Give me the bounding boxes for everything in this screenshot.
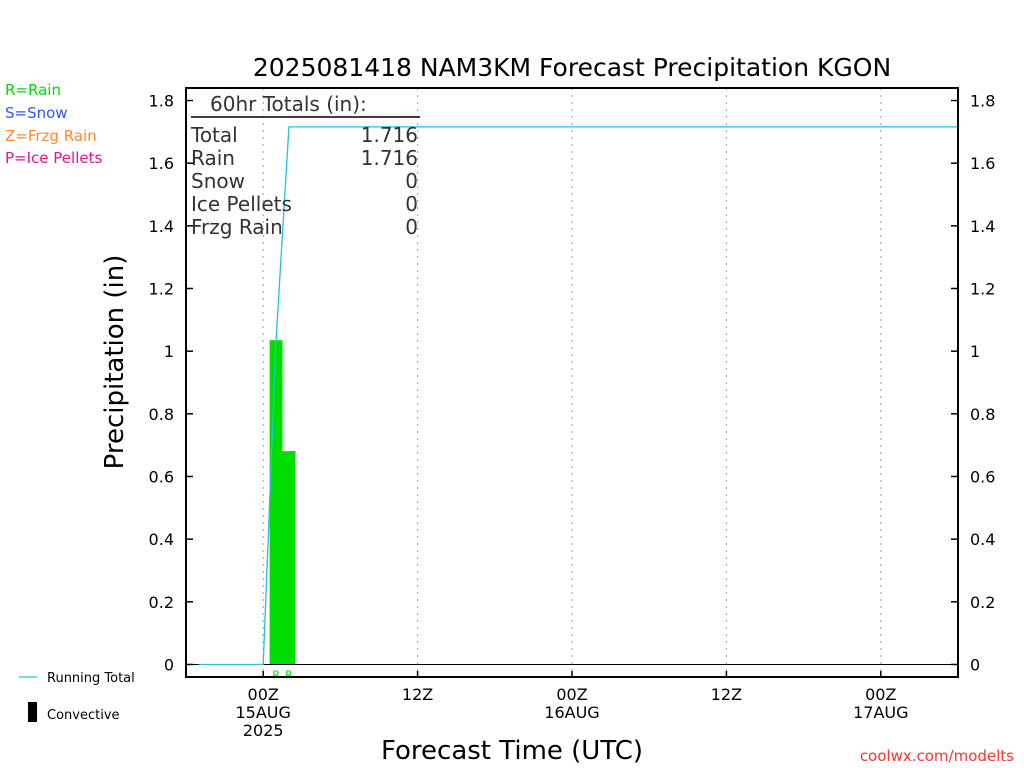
x-tick-label-2-0: 00Z [556, 685, 587, 704]
y-tick-label-left-8: 1.6 [149, 154, 174, 173]
precip-bar-1 [282, 451, 296, 665]
y-tick-label-right-7: 1.4 [970, 217, 995, 236]
y-tick-label-right-2: 0.4 [970, 530, 995, 549]
totals-label-total: Total [190, 123, 238, 147]
x-tick-label-4-0: 00Z [865, 685, 896, 704]
y-tick-label-left-4: 0.8 [149, 405, 174, 424]
x-tick-label-2-1: 16AUG [544, 703, 599, 722]
x-tick-label-3-0: 12Z [711, 685, 742, 704]
credit-text: coolwx.com/modelts [860, 747, 1014, 765]
y-tick-label-right-9: 1.8 [970, 92, 995, 111]
running-total-line [198, 126, 958, 666]
type-legend: R=Rain S=Snow Z=Frzg Rain P=Ice Pellets [5, 81, 102, 167]
y-tick-label-left-6: 1.2 [149, 280, 174, 299]
y-tick-label-right-6: 1.2 [970, 280, 995, 299]
y-axis-label: Precipitation (in) [100, 255, 130, 470]
convective-swatch [28, 702, 37, 722]
y-tick-label-left-3: 0.6 [149, 467, 174, 486]
y-tick-label-right-0: 0 [970, 655, 980, 674]
type-legend-frzg-rain: Z=Frzg Rain [5, 127, 97, 145]
x-tick-label-1-0: 12Z [402, 685, 433, 704]
x-tick-label-0-1: 15AUG [235, 703, 290, 722]
y-tick-label-left-2: 0.4 [149, 530, 174, 549]
totals-value-total: 1.716 [361, 123, 418, 147]
totals-label-rain: Rain [191, 146, 235, 170]
y-tick-label-left-7: 1.4 [149, 217, 174, 236]
precip-bar-0 [269, 340, 283, 665]
y-tick-label-left-0: 0 [164, 655, 174, 674]
totals-box: 60hr Totals (in): Total 1.716 Rain 1.716… [190, 92, 420, 239]
running-total-legend-label: Running Total [47, 671, 135, 686]
grid-lines [262, 88, 882, 677]
x-tick-label-4-1: 17AUG [853, 703, 908, 722]
bar-type-label-1: R [285, 668, 293, 681]
type-legend-snow: S=Snow [5, 104, 68, 122]
totals-label-frzg-rain: Frzg Rain [191, 215, 283, 239]
type-legend-ice-pellets: P=Ice Pellets [5, 149, 102, 167]
x-tick-label-0-2: 2025 [243, 721, 284, 740]
totals-value-frzg-rain: 0 [405, 215, 418, 239]
chart-title: 2025081418 NAM3KM Forecast Precipitation… [253, 53, 891, 82]
totals-header: 60hr Totals (in): [210, 92, 367, 116]
totals-value-snow: 0 [405, 169, 418, 193]
y-tick-label-right-1: 0.2 [970, 593, 995, 612]
y-tick-label-left-9: 1.8 [149, 92, 174, 111]
totals-label-snow: Snow [191, 169, 245, 193]
totals-value-ice-pellets: 0 [405, 192, 418, 216]
totals-label-ice-pellets: Ice Pellets [191, 192, 292, 216]
bottom-legend: Running Total Convective [19, 671, 135, 723]
x-axis-label: Forecast Time (UTC) [381, 736, 643, 766]
y-tick-label-right-5: 1 [970, 342, 980, 361]
bar-type-label-0: R [272, 668, 280, 681]
y-axis-left: 0 0.2 0.4 0.6 0.8 1 1.2 1.4 1.6 1.8 [149, 92, 193, 674]
y-tick-label-right-4: 0.8 [970, 405, 995, 424]
y-tick-label-right-3: 0.6 [970, 467, 995, 486]
type-legend-rain: R=Rain [5, 81, 61, 99]
y-axis-right: 0 0.2 0.4 0.6 0.8 1 1.2 1.4 1.6 1.8 [951, 92, 995, 674]
totals-value-rain: 1.716 [361, 146, 418, 170]
y-tick-label-left-5: 1 [164, 342, 174, 361]
y-tick-label-right-8: 1.6 [970, 154, 995, 173]
y-tick-label-left-1: 0.2 [149, 593, 174, 612]
convective-legend-label: Convective [47, 708, 120, 723]
x-tick-label-0-0: 00Z [248, 685, 279, 704]
